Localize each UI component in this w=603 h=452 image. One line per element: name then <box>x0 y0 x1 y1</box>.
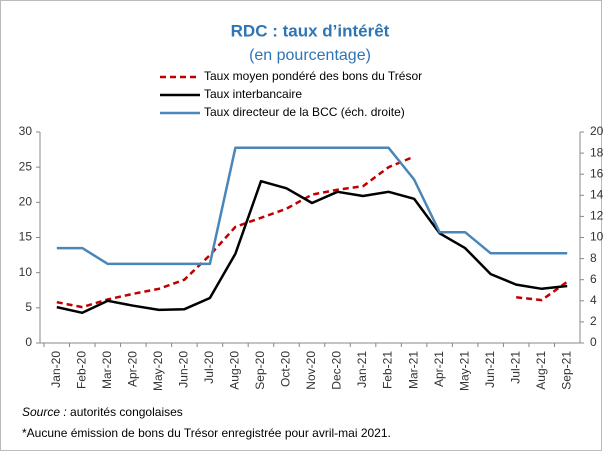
x-tick-label: Oct-20 <box>279 351 293 387</box>
source-label: Source : <box>22 405 67 419</box>
y2-tick-label: 18 <box>590 145 603 159</box>
x-tick-label: Jan-20 <box>49 351 63 388</box>
series-line <box>56 146 568 266</box>
y-tick-label: 20 <box>19 195 33 209</box>
y2-tick-label: 20 <box>590 124 603 138</box>
y-tick-label: 30 <box>19 124 33 138</box>
x-tick-label: May-20 <box>151 351 165 391</box>
x-tick-label: Jul-20 <box>202 351 216 384</box>
chart-subtitle: (en pourcentage) <box>249 47 371 64</box>
y-tick-label: 25 <box>19 159 33 173</box>
x-tick-label: Jan-21 <box>355 351 369 388</box>
y-tick-label: 15 <box>19 230 33 244</box>
chart-title: RDC : taux d’intérêt <box>231 21 390 40</box>
x-tick-label: Feb-21 <box>381 351 395 389</box>
x-tick-label: Sep-20 <box>253 351 267 390</box>
y2-tick-label: 12 <box>590 209 603 223</box>
x-tick-label: Jun-20 <box>177 351 191 388</box>
y-tick-label: 0 <box>25 335 32 349</box>
y2-tick-label: 8 <box>590 251 597 265</box>
legend-label: Taux moyen pondéré des bons du Trésor <box>204 69 422 83</box>
x-tick-label: Feb-20 <box>74 351 88 389</box>
series-line <box>56 155 568 309</box>
x-tick-label: Jun-21 <box>483 351 497 388</box>
y2-tick-label: 16 <box>590 166 603 180</box>
y2-tick-label: 14 <box>590 187 603 201</box>
x-tick-label: Dec-20 <box>330 351 344 390</box>
series-line <box>56 179 568 315</box>
x-tick-label: May-21 <box>457 351 471 391</box>
x-tick-label: Mar-21 <box>406 351 420 389</box>
x-tick-label: Aug-20 <box>228 351 242 390</box>
source: Source : autorités congolaises <box>22 405 183 419</box>
source-text: autorités congolaises <box>70 405 183 419</box>
y2-tick-label: 0 <box>590 335 597 349</box>
note: *Aucune émission de bons du Trésor enreg… <box>22 426 391 440</box>
legend-label: Taux directeur de la BCC (éch. droite) <box>204 105 405 119</box>
x-tick-label: Apr-20 <box>126 351 140 387</box>
y-tick-label: 5 <box>25 300 32 314</box>
x-tick-label: Nov-20 <box>304 351 318 390</box>
x-tick-label: Mar-20 <box>100 351 114 389</box>
x-tick-label: Aug-21 <box>534 351 548 390</box>
x-tick-label: Apr-21 <box>432 351 446 387</box>
x-tick-label: Sep-21 <box>559 351 573 390</box>
y-tick-label: 10 <box>19 265 33 279</box>
y2-tick-label: 6 <box>590 272 597 286</box>
y2-tick-label: 4 <box>590 293 597 307</box>
y2-tick-label: 2 <box>590 314 597 328</box>
legend-label: Taux interbancaire <box>204 87 302 101</box>
y2-tick-label: 10 <box>590 230 603 244</box>
x-tick-label: Jul-21 <box>508 351 522 384</box>
